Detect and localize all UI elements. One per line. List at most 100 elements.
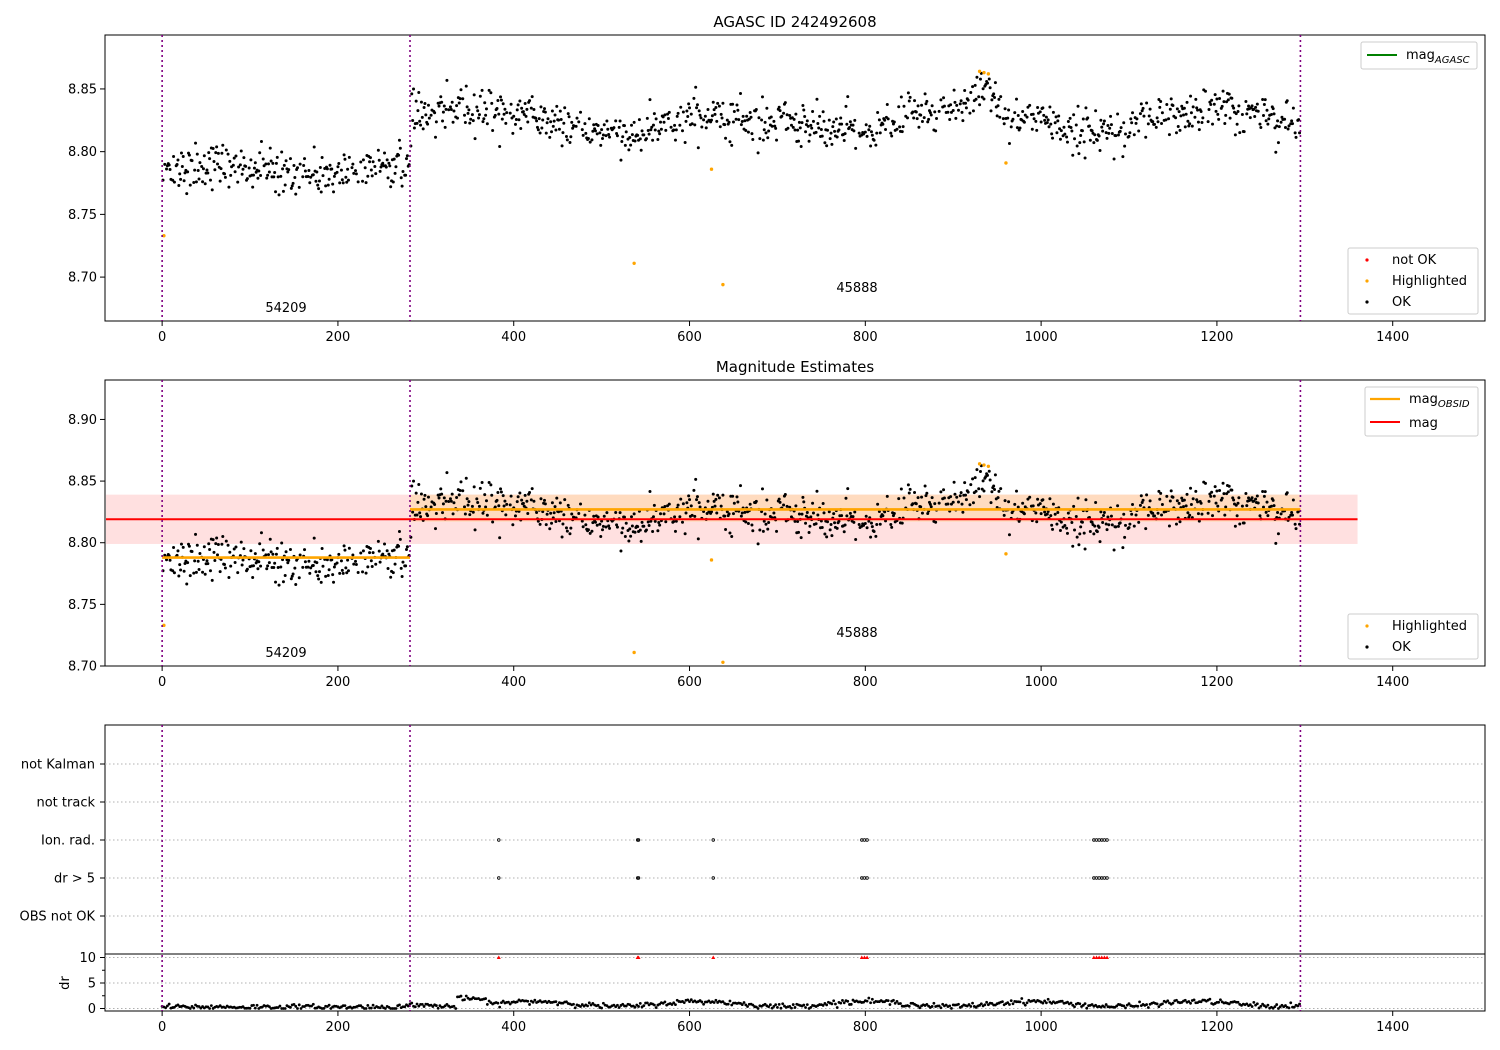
panel-agasc-axes: 0 200 400 600 800 1000 1200 14008.708.758.808.8…: [68, 35, 1409, 345]
ok-point: [969, 483, 973, 487]
ok-point: [337, 161, 341, 165]
ok-point: [562, 121, 566, 125]
ok-point: [379, 165, 383, 169]
x-tick-label: 800: [853, 1020, 878, 1035]
ok-point: [854, 146, 858, 150]
dr-point: [255, 1003, 259, 1007]
ok-point: [381, 161, 385, 165]
dr-point: [939, 1006, 943, 1010]
ok-point: [777, 105, 781, 109]
ok-point: [913, 99, 917, 103]
ok-point: [574, 124, 578, 128]
ok-point: [420, 115, 424, 119]
ok-point: [642, 524, 646, 528]
ok-point: [1056, 119, 1060, 123]
ok-point: [411, 118, 415, 122]
ok-point: [1245, 504, 1249, 508]
ok-point: [1242, 130, 1246, 134]
ok-point: [783, 492, 787, 496]
ok-point: [540, 126, 544, 130]
ok-point: [1076, 104, 1080, 108]
ok-point: [183, 562, 187, 566]
ok-point: [669, 125, 673, 129]
ok-point: [226, 543, 230, 547]
ok-point: [442, 496, 446, 500]
ok-point: [1044, 115, 1048, 119]
ok-point: [1196, 108, 1200, 112]
ok-point: [223, 566, 227, 570]
ok-point: [717, 104, 721, 108]
ok-point: [679, 105, 683, 109]
ok-point: [228, 159, 232, 163]
ok-point: [1272, 112, 1276, 116]
ok-point: [709, 118, 713, 122]
ok-point: [387, 552, 391, 556]
ok-point: [827, 118, 831, 122]
ok-point: [993, 473, 997, 477]
ok-point: [997, 97, 1001, 101]
ok-point: [352, 562, 356, 566]
panel-estimates-title: Magnitude Estimates: [716, 358, 874, 376]
dr-point: [886, 999, 890, 1003]
ok-point: [1075, 144, 1079, 148]
ok-point: [1185, 100, 1189, 104]
dr-point: [637, 1005, 640, 1008]
ok-point: [1106, 515, 1110, 519]
ok-point: [1262, 494, 1266, 498]
ok-point: [1098, 540, 1102, 544]
ok-point: [971, 477, 975, 481]
ok-point: [601, 524, 605, 528]
ok-point: [971, 109, 975, 113]
ok-point: [711, 492, 715, 496]
ok-point: [549, 511, 553, 515]
ok-point: [993, 488, 997, 492]
ok-point: [889, 131, 893, 135]
ok-point: [586, 528, 590, 532]
ok-point: [927, 117, 931, 121]
ok-point: [728, 140, 732, 144]
ok-point: [690, 513, 694, 517]
ok-point: [490, 101, 494, 105]
ok-point: [530, 95, 534, 99]
ok-point: [723, 514, 727, 518]
ok-point: [1297, 118, 1301, 122]
ok-point: [463, 505, 467, 509]
ok-point: [423, 493, 427, 497]
ok-point: [637, 118, 641, 122]
legend-highlighted-marker: [1365, 279, 1369, 283]
ok-point: [630, 123, 634, 127]
ok-point: [600, 128, 604, 132]
ok-point: [724, 528, 728, 532]
dr-point: [825, 1003, 829, 1007]
ok-point: [867, 128, 871, 132]
dr-point: [1252, 1001, 1256, 1004]
ok-point: [599, 535, 603, 539]
ok-point: [1156, 120, 1160, 124]
ok-point: [1244, 491, 1248, 495]
ok-point: [796, 520, 800, 524]
ok-point: [386, 566, 390, 570]
legend-not-ok-label: not OK: [1392, 253, 1437, 268]
ok-point: [1179, 114, 1183, 118]
ok-point: [628, 527, 632, 531]
ok-point: [906, 483, 910, 487]
ok-point: [1203, 481, 1207, 485]
ok-point: [697, 109, 701, 113]
x-tick-label: 1000: [1025, 330, 1058, 345]
ok-point: [277, 193, 281, 197]
ok-point: [1093, 133, 1097, 137]
ok-point: [674, 519, 678, 523]
ok-point: [718, 125, 722, 129]
ok-point: [1107, 523, 1111, 527]
dr-point: [1127, 1002, 1131, 1006]
dr-point: [779, 1006, 783, 1010]
dr-point: [1266, 1003, 1270, 1007]
ok-point: [1171, 103, 1175, 107]
ok-point: [163, 162, 167, 166]
ok-point: [458, 97, 462, 101]
dr-point: [672, 1001, 676, 1005]
dr-point: [979, 1002, 983, 1006]
ok-point: [937, 501, 941, 505]
ok-point: [287, 168, 291, 172]
ok-point: [886, 117, 890, 121]
